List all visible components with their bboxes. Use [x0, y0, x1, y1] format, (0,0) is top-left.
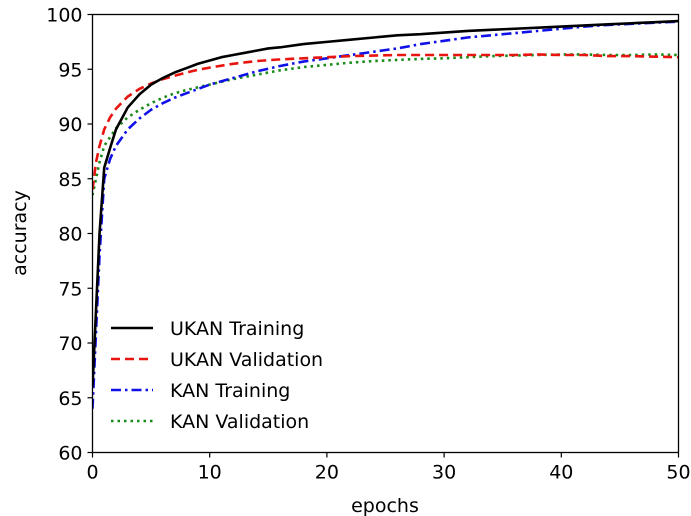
legend-label-3: KAN Validation [170, 411, 309, 433]
x-axis-label: epochs [351, 495, 419, 516]
x-tick-label: 30 [432, 462, 456, 484]
y-tick-label: 95 [58, 59, 82, 81]
y-tick-label: 90 [58, 114, 82, 136]
legend: UKAN Training UKAN Validation KAN Training… [111, 318, 323, 433]
x-tick-label: 20 [315, 462, 339, 484]
y-tick-label: 65 [58, 388, 82, 410]
x-axis-ticks: 0 10 20 30 40 50 [86, 452, 691, 484]
legend-label-1: UKAN Validation [170, 349, 323, 371]
legend-label-0: UKAN Training [170, 318, 304, 340]
y-tick-label: 85 [58, 169, 82, 191]
y-tick-label: 60 [58, 443, 82, 465]
series-line-0 [92, 19, 679, 387]
y-tick-label: 100 [46, 5, 82, 27]
y-tick-label: 70 [58, 333, 82, 355]
x-tick-label: 0 [86, 462, 98, 484]
y-axis-ticks: 60 65 70 75 80 85 90 95 100 [46, 5, 93, 465]
y-tick-label: 75 [58, 278, 82, 300]
plot-frame [91, 13, 680, 454]
x-tick-label: 50 [666, 462, 690, 484]
legend-label-2: KAN Training [170, 380, 290, 402]
y-axis-label: accuracy [9, 190, 31, 276]
series-line-2 [92, 20, 679, 409]
series-line-1 [92, 53, 679, 190]
plot-lines [92, 19, 679, 409]
series-line-3 [92, 53, 679, 196]
x-tick-label: 10 [198, 462, 222, 484]
x-tick-label: 40 [549, 462, 573, 484]
y-tick-label: 80 [58, 224, 82, 246]
